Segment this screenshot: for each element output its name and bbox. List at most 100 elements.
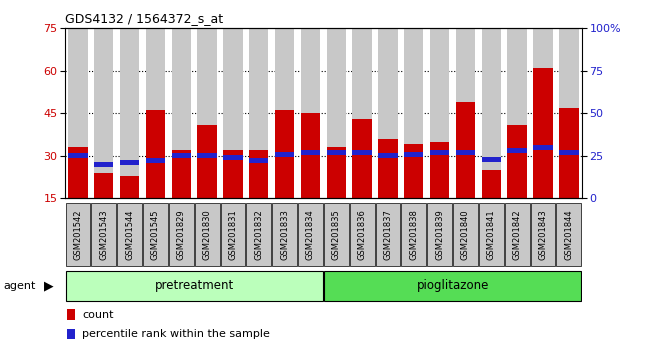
Bar — [223, 155, 242, 160]
Bar — [378, 28, 398, 198]
Text: GSM201844: GSM201844 — [564, 209, 573, 260]
Bar — [172, 150, 191, 241]
Bar — [430, 150, 449, 155]
Bar — [94, 162, 114, 167]
Bar — [223, 28, 242, 198]
Text: GSM201841: GSM201841 — [487, 209, 496, 260]
Bar — [430, 28, 449, 198]
Bar — [456, 102, 475, 241]
Bar — [456, 28, 475, 198]
Text: GSM201839: GSM201839 — [435, 209, 444, 260]
Bar — [508, 125, 527, 241]
Bar — [94, 28, 114, 198]
Bar — [120, 176, 139, 241]
Bar — [246, 203, 271, 266]
Bar — [146, 158, 165, 164]
Bar — [146, 28, 165, 198]
Bar — [508, 148, 527, 153]
Bar — [533, 145, 552, 150]
Bar — [117, 203, 142, 266]
Bar — [559, 28, 578, 198]
Text: GSM201838: GSM201838 — [410, 209, 419, 260]
Bar — [508, 28, 527, 198]
Bar — [275, 28, 294, 198]
Bar — [301, 150, 320, 155]
Bar — [404, 144, 424, 241]
Text: pioglitazone: pioglitazone — [417, 279, 489, 292]
Bar — [326, 147, 346, 241]
Bar — [326, 150, 346, 155]
Bar — [249, 28, 268, 198]
Bar — [66, 329, 75, 339]
Bar — [456, 150, 475, 155]
Bar — [68, 28, 88, 198]
Text: GSM201842: GSM201842 — [513, 209, 522, 260]
Bar — [66, 271, 323, 301]
Text: GSM201837: GSM201837 — [384, 209, 393, 260]
Bar — [376, 203, 400, 266]
Text: GSM201544: GSM201544 — [125, 209, 134, 260]
Text: percentile rank within the sample: percentile rank within the sample — [82, 330, 270, 339]
Text: GSM201840: GSM201840 — [461, 209, 470, 260]
Bar — [556, 203, 581, 266]
Bar — [430, 142, 449, 241]
Bar — [301, 113, 320, 241]
Text: GDS4132 / 1564372_s_at: GDS4132 / 1564372_s_at — [65, 12, 223, 25]
Bar — [350, 203, 374, 266]
Bar — [559, 108, 578, 241]
Bar — [301, 28, 320, 198]
Bar — [92, 203, 116, 266]
Bar — [66, 309, 75, 320]
Bar — [559, 150, 578, 155]
Bar — [352, 28, 372, 198]
Text: GSM201836: GSM201836 — [358, 209, 367, 260]
Bar — [249, 150, 268, 241]
Bar — [453, 203, 478, 266]
Bar — [143, 203, 168, 266]
Bar — [172, 28, 191, 198]
Bar — [68, 153, 88, 158]
Bar — [505, 203, 530, 266]
Text: GSM201834: GSM201834 — [306, 209, 315, 260]
Bar — [275, 110, 294, 241]
Text: GSM201832: GSM201832 — [254, 209, 263, 260]
Bar — [404, 28, 424, 198]
Text: GSM201833: GSM201833 — [280, 209, 289, 260]
Bar — [68, 147, 88, 241]
Bar — [378, 153, 398, 158]
Bar — [378, 139, 398, 241]
Bar — [275, 152, 294, 156]
Bar — [172, 153, 191, 158]
Text: GSM201831: GSM201831 — [228, 209, 237, 260]
Text: pretreatment: pretreatment — [155, 279, 234, 292]
Bar — [198, 28, 217, 198]
Text: GSM201830: GSM201830 — [203, 209, 212, 260]
Text: GSM201543: GSM201543 — [99, 209, 109, 260]
Text: count: count — [82, 310, 114, 320]
Bar — [352, 119, 372, 241]
Bar — [66, 203, 90, 266]
Bar — [198, 125, 217, 241]
Text: GSM201545: GSM201545 — [151, 209, 160, 260]
Bar — [195, 203, 220, 266]
Bar — [482, 156, 501, 162]
Bar — [533, 28, 552, 198]
Bar — [220, 203, 245, 266]
Bar — [146, 110, 165, 241]
Bar — [298, 203, 323, 266]
Bar — [249, 158, 268, 164]
Bar — [533, 68, 552, 241]
Bar — [223, 150, 242, 241]
Bar — [402, 203, 426, 266]
Bar — [326, 28, 346, 198]
Text: GSM201829: GSM201829 — [177, 209, 186, 260]
Bar — [94, 173, 114, 241]
Text: agent: agent — [3, 281, 36, 291]
Bar — [169, 203, 194, 266]
Bar — [404, 152, 424, 156]
Bar — [482, 170, 501, 241]
Bar — [120, 28, 139, 198]
Bar — [530, 203, 555, 266]
Bar — [120, 160, 139, 165]
Text: GSM201843: GSM201843 — [538, 209, 547, 260]
